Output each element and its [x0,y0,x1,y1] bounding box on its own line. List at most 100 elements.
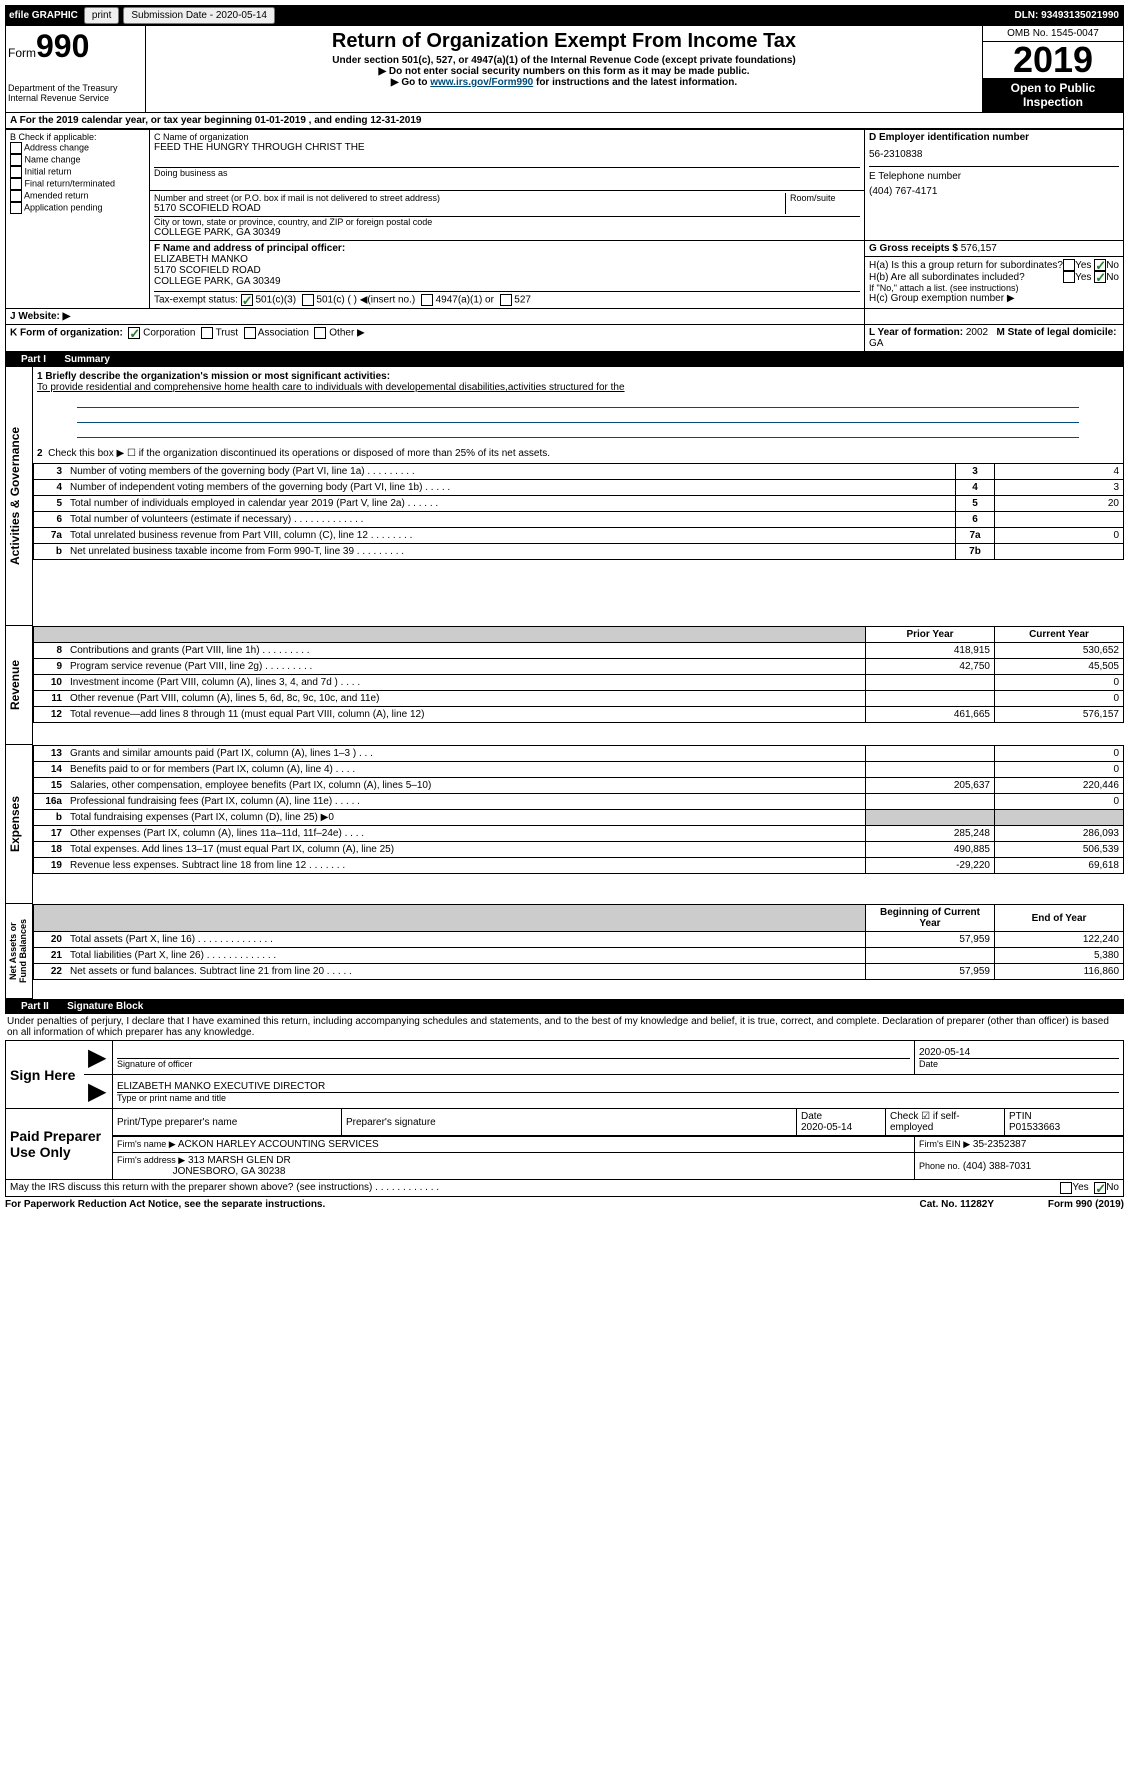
print-button[interactable]: print [84,7,119,24]
opt-501c: 501(c) ( ) ◀(insert no.) [316,295,415,306]
sig-officer-label: Signature of officer [117,1059,910,1069]
entity-info-table: B Check if applicable: Address change Na… [5,129,1124,352]
box-c-label: C Name of organization [154,132,860,142]
box-b-label: B Check if applicable: [10,132,145,142]
col-begin: Beginning of Current Year [866,905,995,932]
dln-label: DLN: 93493135021990 [1014,10,1124,21]
sub3-post: for instructions and the latest informat… [533,77,737,88]
type-name-label: Type or print name and title [117,1093,1119,1103]
part2-header: Part II Signature Block [5,999,1124,1014]
table-row: 14Benefits paid to or for members (Part … [34,762,1124,778]
form-header: Form990 Department of the Treasury Inter… [5,25,1124,113]
topbar: efile GRAPHIC print Submission Date - 20… [5,5,1124,25]
box-f-label: F Name and address of principal officer: [154,243,345,254]
check-4947[interactable] [421,294,433,306]
k-assoc-label: Association [258,328,309,339]
box-g: G Gross receipts $ 576,157 [865,241,1124,257]
title-box: Return of Organization Exempt From Incom… [146,26,982,112]
box-h-empty [865,309,1124,325]
boxb-check[interactable] [10,142,22,154]
no-label: No [1106,260,1119,271]
hb-yes[interactable] [1063,271,1075,283]
box-h: H(a) Is this a group return for subordin… [865,257,1124,309]
state-domicile: GA [869,338,883,349]
firm-addr-cell: Firm's address ▶ 313 MARSH GLEN DR JONES… [113,1153,915,1180]
k-corp[interactable] [128,327,140,339]
table-row: 7aTotal unrelated business revenue from … [34,528,1124,544]
box-e-label: E Telephone number [869,171,1119,182]
box-b: B Check if applicable: Address change Na… [6,130,150,309]
open-public-badge: Open to Public Inspection [983,78,1123,112]
table-row: 21Total liabilities (Part X, line 26) . … [34,948,1124,964]
form-number: 990 [36,28,89,64]
gross-receipts: 576,157 [961,243,997,254]
box-c-address: Number and street (or P.O. box if mail i… [150,191,865,241]
box-k: K Form of organization: Corporation Trus… [6,325,865,352]
table-row: 12Total revenue—add lines 8 through 11 (… [34,707,1124,723]
boxb-check[interactable] [10,202,22,214]
mission-line [77,425,1079,438]
officer-signature-cell: Signature of officer [113,1041,915,1075]
firm-name: ACKON HARLEY ACCOUNTING SERVICES [178,1139,379,1150]
line1-text: To provide residential and comprehensive… [37,382,625,393]
discuss-no[interactable] [1094,1182,1106,1194]
tax-exempt-row: Tax-exempt status: 501(c)(3) 501(c) ( ) … [154,291,860,306]
boxb-check[interactable] [10,178,22,190]
prep-sig-label: Preparer's signature [342,1109,797,1136]
sidebar-netassets: Net Assets orFund Balances [5,904,33,999]
table-row: 16aProfessional fundraising fees (Part I… [34,794,1124,810]
check-501c[interactable] [302,294,314,306]
boxb-check[interactable] [10,190,22,202]
vtext-governance: Activities & Governance [6,367,24,625]
firm-addr2: JONESBORO, GA 30238 [173,1166,286,1177]
discuss-yes[interactable] [1060,1182,1072,1194]
vtext-expenses: Expenses [6,745,24,903]
declaration-text: Under penalties of perjury, I declare th… [5,1014,1124,1040]
boxb-check[interactable] [10,154,22,166]
h-c-label: H(c) Group exemption number ▶ [869,293,1119,304]
table-row: 10Investment income (Part VIII, column (… [34,675,1124,691]
table-row: 3Number of voting members of the governi… [34,464,1124,480]
street-address: 5170 SCOFIELD ROAD [154,203,785,214]
room-label: Room/suite [785,193,860,214]
subtitle-2: ▶ Do not enter social security numbers o… [148,66,980,77]
expenses-table: 13Grants and similar amounts paid (Part … [33,745,1124,874]
phone-label: Phone no. [919,1161,960,1171]
tax-exempt-label: Tax-exempt status: [154,295,238,306]
vtext-revenue: Revenue [6,626,24,744]
box-j: J Website: ▶ [6,309,865,325]
k-assoc[interactable] [244,327,256,339]
instructions-link[interactable]: www.irs.gov/Form990 [430,77,533,88]
discuss-row: May the IRS discuss this return with the… [5,1180,1124,1197]
date-label: Date [919,1059,1119,1069]
k-other-label: Other ▶ [329,328,364,339]
table-row: 11Other revenue (Part VIII, column (A), … [34,691,1124,707]
table-row: 17Other expenses (Part IX, column (A), l… [34,826,1124,842]
k-trust[interactable] [201,327,213,339]
boxb-check[interactable] [10,166,22,178]
submission-date-button[interactable]: Submission Date - 2020-05-14 [123,7,275,24]
cat-no: Cat. No. 11282Y [920,1199,994,1210]
boxb-option: Address change [10,142,145,154]
check-527[interactable] [500,294,512,306]
ha-yes[interactable] [1063,259,1075,271]
org-name: FEED THE HUNGRY THROUGH CHRIST THE [154,142,860,153]
boxb-option: Amended return [10,190,145,202]
check-501c3[interactable] [241,294,253,306]
firm-ein-label: Firm's EIN ▶ [919,1139,970,1149]
box-c-name: C Name of organization FEED THE HUNGRY T… [150,130,865,191]
tax-year: 2019 [983,42,1123,78]
governance-table: 3Number of voting members of the governi… [33,463,1124,560]
table-row: 4Number of independent voting members of… [34,480,1124,496]
box-g-label: G Gross receipts $ [869,243,958,254]
k-other[interactable] [314,327,326,339]
sidebar-revenue: Revenue [5,626,33,745]
k-corp-label: Corporation [143,328,195,339]
sidebar-governance: Activities & Governance [5,367,33,626]
subtitle-3: ▶ Go to www.irs.gov/Form990 for instruct… [148,77,980,88]
box-d-label: D Employer identification number [869,132,1029,143]
boxb-option: Application pending [10,202,145,214]
yes-label3: Yes [1072,1182,1088,1194]
revenue-table: Prior Year Current Year 8Contributions a… [33,626,1124,723]
hb-no[interactable] [1094,271,1106,283]
